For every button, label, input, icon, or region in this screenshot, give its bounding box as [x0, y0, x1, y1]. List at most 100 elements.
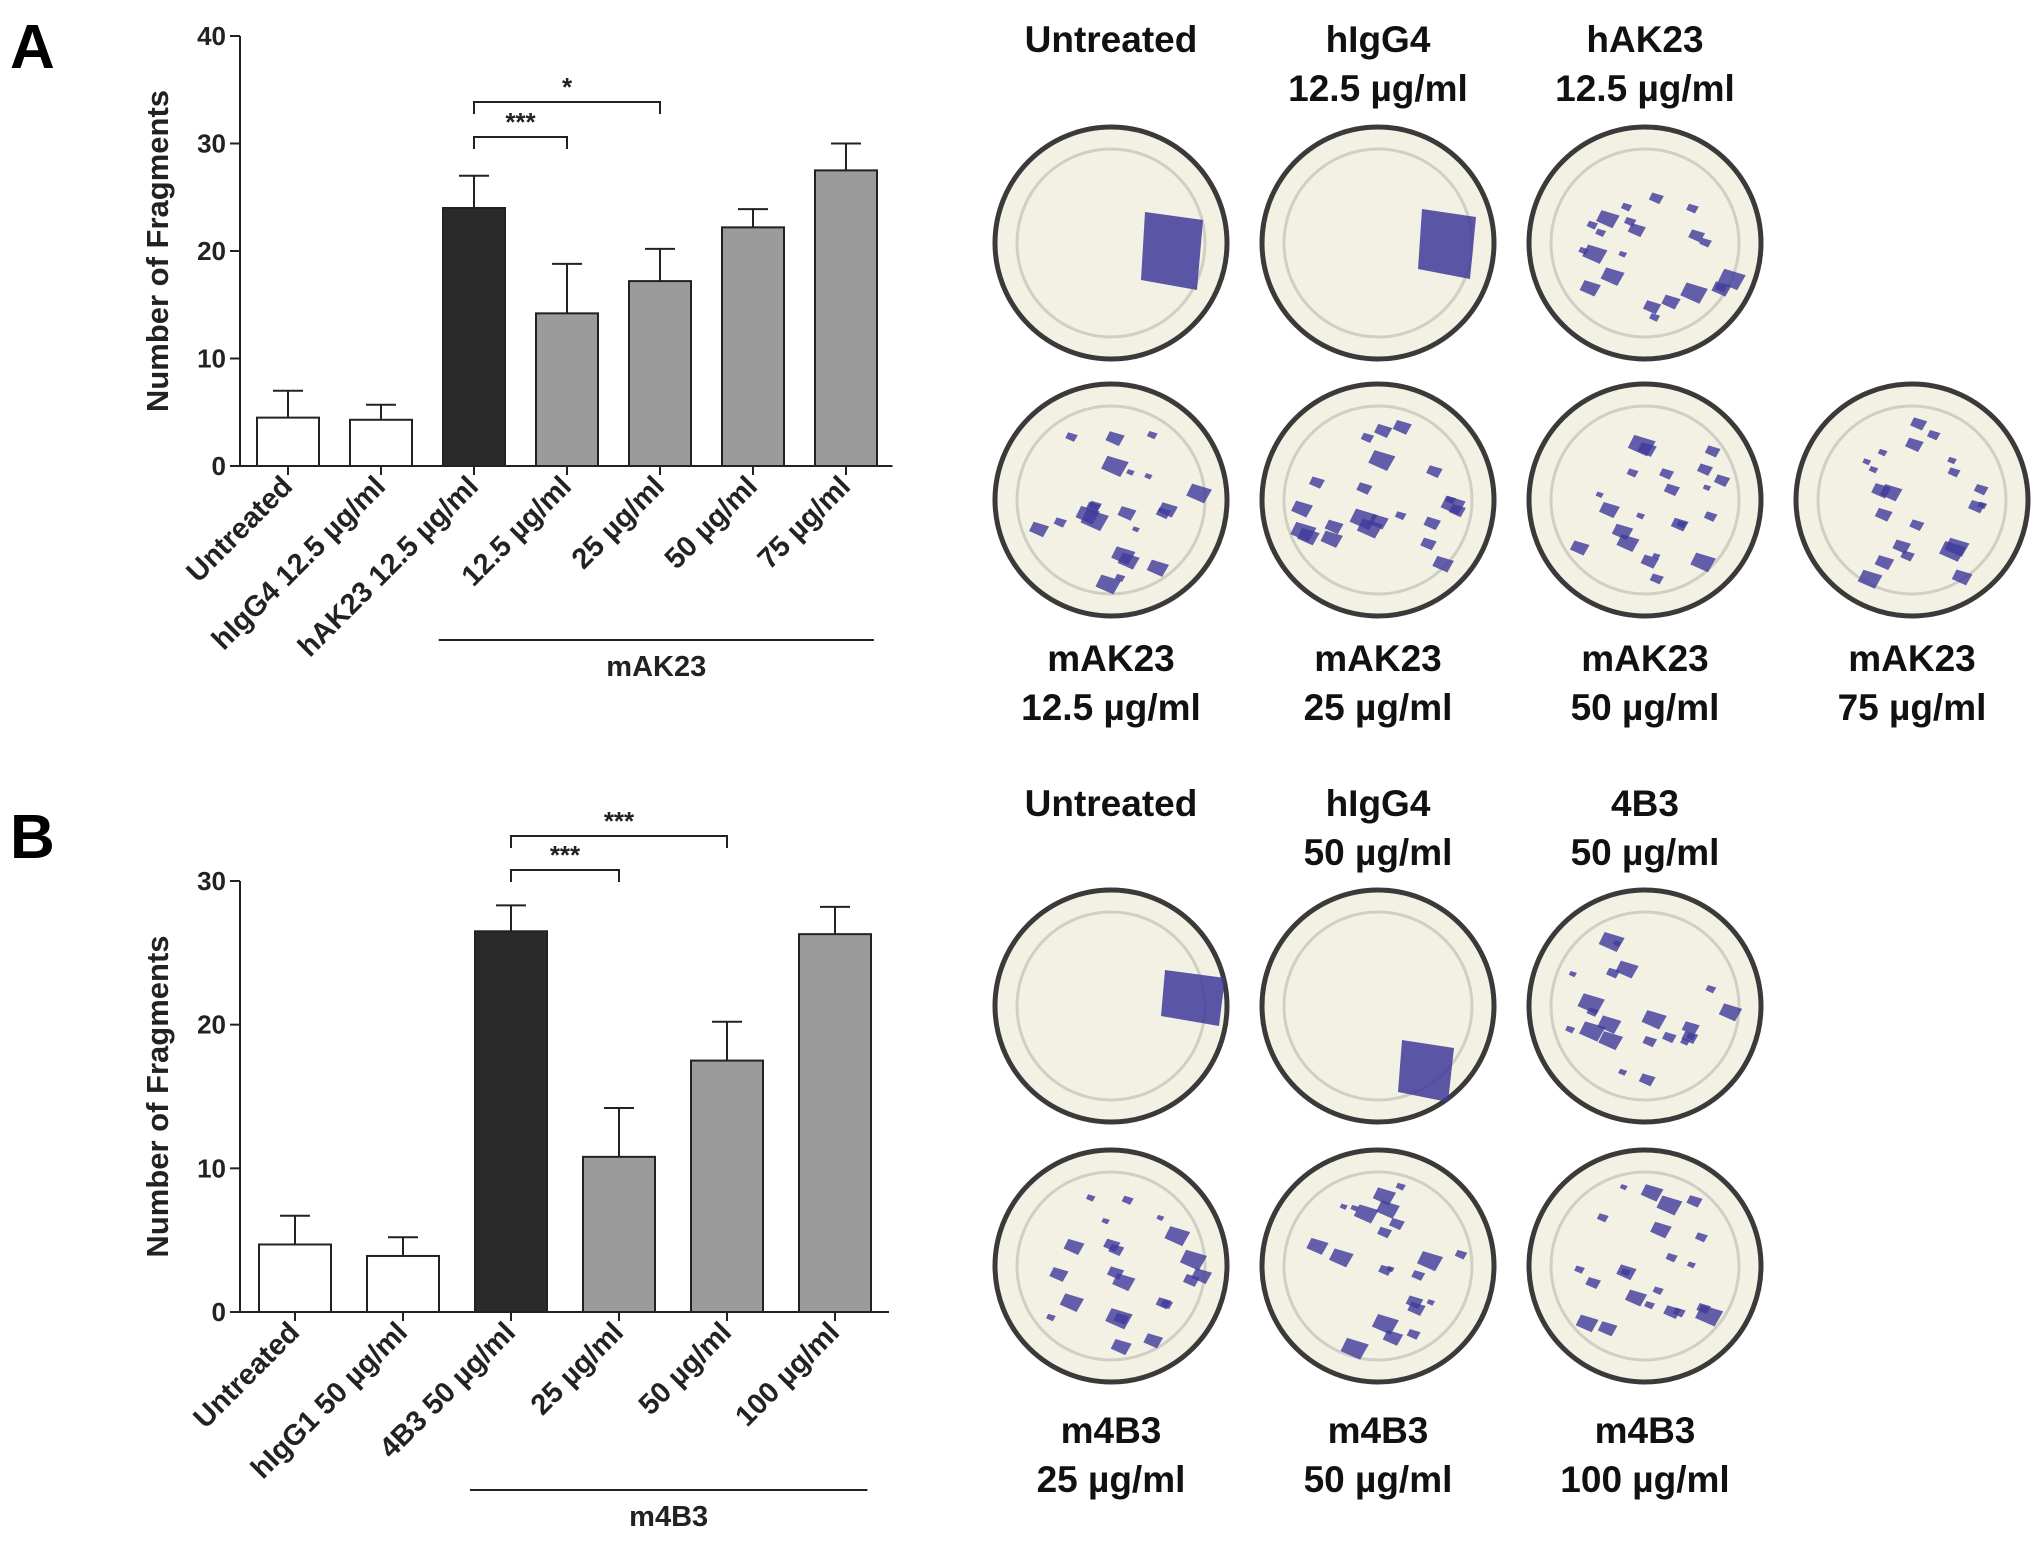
- cell-fragment: [1714, 282, 1728, 293]
- cell-fragment: [1324, 519, 1344, 535]
- well-rim: [1259, 887, 1497, 1125]
- cell-fragment: [1565, 1025, 1576, 1034]
- significance-bracket: [510, 869, 620, 882]
- well-rim: [1259, 1147, 1497, 1385]
- cell-fragment: [1585, 1276, 1602, 1290]
- cell-fragment: [1973, 483, 1989, 496]
- cell-fragment: [1095, 574, 1122, 595]
- well-label-line2: 75 µg/ml: [1838, 687, 1987, 728]
- cell-fragment: [1308, 476, 1325, 489]
- cell-fragment: [1131, 526, 1140, 533]
- cell-fragment: [1143, 1333, 1164, 1349]
- cell-fragment: [1695, 1304, 1724, 1327]
- cell-fragment: [1063, 1238, 1085, 1255]
- bar: [474, 930, 548, 1313]
- cell-fragment: [1416, 1251, 1444, 1272]
- cell-fragment: [1126, 469, 1135, 476]
- cell-fragment: [1065, 432, 1078, 442]
- significance-bracket: [473, 101, 661, 114]
- bar: [366, 1254, 440, 1313]
- cell-fragment: [1648, 192, 1664, 205]
- cell-fragment: [1680, 282, 1708, 304]
- bar: [690, 1059, 764, 1314]
- well-label-line1: hIgG4: [1326, 783, 1431, 824]
- cell-fragment: [1296, 527, 1320, 546]
- x-tick-label: hAK23 12.5 µg/ml: [292, 470, 485, 663]
- cell-fragment: [1356, 482, 1373, 495]
- cell-fragment: [1644, 1301, 1656, 1310]
- cell-fragment: [1652, 552, 1661, 560]
- cell-fragment: [1874, 555, 1895, 571]
- cell-fragment: [1638, 1073, 1656, 1087]
- x-tick-label: 25 µg/ml: [566, 470, 671, 575]
- significance-label: ***: [550, 840, 581, 870]
- cell-fragment: [1857, 569, 1883, 589]
- cell-fragment: [1595, 491, 1604, 498]
- cell-fragment: [1101, 1217, 1110, 1225]
- cell-fragment: [1620, 1268, 1631, 1277]
- cell-fragment: [1382, 1329, 1404, 1346]
- cell-fragment: [1407, 1301, 1426, 1316]
- well-label-line2: 50 µg/ml: [1571, 832, 1720, 873]
- cell-fragment: [1642, 300, 1662, 315]
- culture-well: [992, 124, 1230, 362]
- cell-sheet: [1418, 209, 1476, 279]
- cell-fragment: [1420, 537, 1437, 551]
- cell-fragment: [1652, 1286, 1664, 1296]
- cell-fragment: [1600, 267, 1625, 286]
- cell-fragment: [1598, 931, 1625, 952]
- cell-fragment: [1680, 1038, 1691, 1046]
- group-label: mAK23: [606, 651, 706, 683]
- culture-well: [1259, 381, 1497, 619]
- bar: [535, 312, 599, 467]
- cell-fragment: [1059, 1293, 1084, 1313]
- cell-fragment: [1618, 1068, 1628, 1076]
- cell-fragment: [1191, 1267, 1213, 1284]
- cell-fragment: [1649, 313, 1661, 322]
- cell-fragment: [1640, 1184, 1664, 1202]
- cell-fragment: [1597, 1015, 1622, 1034]
- well-label-line2: 12.5 µg/ml: [1288, 68, 1468, 109]
- cell-fragment: [1596, 1213, 1609, 1223]
- cell-fragment: [1320, 530, 1343, 548]
- cell-fragment: [1656, 1195, 1683, 1216]
- cell-sheet: [1398, 1040, 1454, 1102]
- cell-fragment: [1411, 1270, 1426, 1281]
- bar: [628, 280, 692, 467]
- cell-fragment: [1951, 569, 1973, 586]
- cell-fragment: [1662, 1031, 1677, 1044]
- cell-fragment: [1868, 465, 1879, 474]
- cell-fragment: [1717, 268, 1746, 291]
- panel-b: B 0 10 20 30 Number of Fragments Untreated hIg…: [10, 783, 1764, 1533]
- cell-fragment: [1627, 434, 1656, 457]
- cell-fragment: [1426, 465, 1443, 478]
- well-rim: [992, 381, 1230, 619]
- significance-label: *: [562, 72, 573, 102]
- bar: [798, 933, 872, 1313]
- well-label-line1: mAK23: [1581, 638, 1709, 679]
- cell-fragment: [1053, 517, 1067, 528]
- y-tick-label: 20: [197, 1010, 226, 1040]
- cell-fragment: [1105, 1308, 1133, 1330]
- well-label-line1: m4B3: [1328, 1410, 1429, 1451]
- cell-fragment: [1599, 502, 1620, 519]
- significance-label: ***: [505, 107, 536, 137]
- well-inner-rim: [1282, 1170, 1474, 1362]
- well-inner-rim: [1282, 404, 1474, 596]
- cell-fragment: [1612, 940, 1622, 947]
- cell-fragment: [1156, 1214, 1165, 1222]
- cell-fragment: [1423, 516, 1441, 531]
- cell-fragment: [1110, 1338, 1132, 1356]
- cell-fragment: [1618, 250, 1628, 258]
- cell-fragment: [1392, 419, 1412, 435]
- well-label-line1: mAK23: [1848, 638, 1976, 679]
- cell-fragment: [1688, 229, 1706, 243]
- cell-fragment: [1579, 280, 1601, 297]
- cell-fragment: [1690, 552, 1716, 573]
- cell-fragment: [1029, 521, 1050, 538]
- cell-fragment: [1049, 1267, 1069, 1282]
- cell-fragment: [1574, 1265, 1585, 1274]
- cell-fragment: [1378, 1264, 1393, 1276]
- cell-fragment: [1665, 1252, 1678, 1263]
